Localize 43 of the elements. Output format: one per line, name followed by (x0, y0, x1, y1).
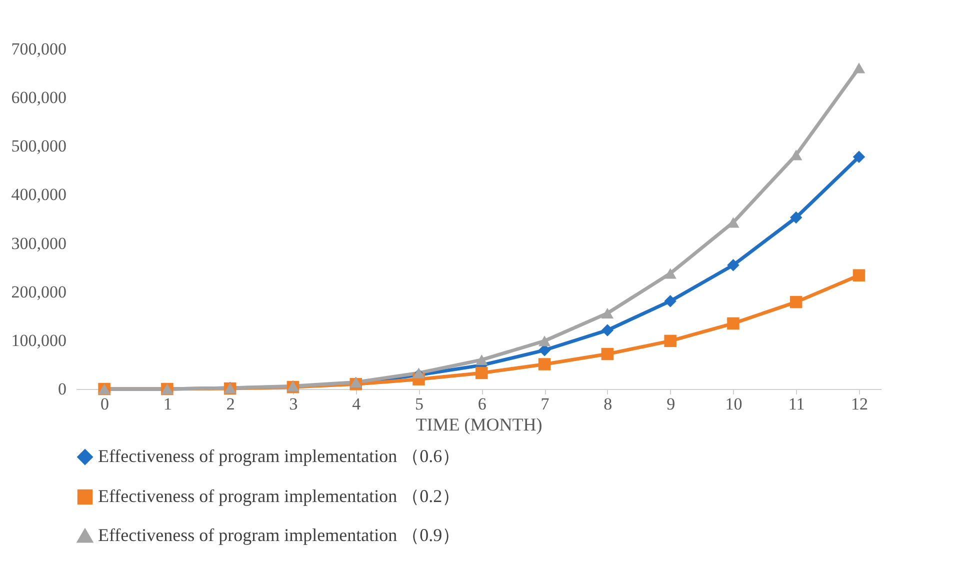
legend-label: Effectiveness of program implementation （0.9） (98, 525, 460, 545)
point (412, 368, 425, 378)
x-tick-label: 6 (478, 394, 486, 414)
point (601, 348, 614, 360)
x-tick-label: 8 (604, 394, 612, 414)
x-tick-label: 2 (226, 394, 235, 414)
y-tick-label: 700,000 (11, 40, 66, 58)
x-tick-label: 5 (415, 394, 424, 414)
x-tick-label: 12 (850, 394, 868, 414)
x-axis-title: TIME (MONTH) (416, 414, 542, 434)
point (790, 296, 802, 308)
point (476, 366, 488, 380)
point (664, 268, 676, 279)
point (727, 259, 740, 272)
point (852, 269, 866, 282)
point (790, 211, 802, 224)
x-tick-label: 1 (163, 394, 172, 414)
y-tick-label: 500,000 (11, 136, 66, 156)
point (664, 334, 676, 348)
point (852, 62, 866, 74)
y-tick-label: 300,000 (11, 234, 66, 253)
x-tick-label: 11 (788, 394, 805, 414)
point (538, 336, 551, 346)
x-tick-label: 0 (100, 394, 110, 414)
x-tick-label: 10 (725, 394, 742, 414)
x-tick-label: 4 (352, 394, 362, 414)
x-tick-label: 7 (540, 394, 550, 414)
legend-label: Effectiveness of program implementation （0.6） (98, 446, 460, 466)
point (601, 308, 614, 319)
point (601, 324, 614, 336)
point (727, 317, 740, 330)
point (476, 354, 488, 366)
y-tick-label: 600,000 (11, 88, 66, 108)
legend-label: Effectiveness of program implementation （0.2） (98, 486, 460, 506)
y-tick-label: 200,000 (11, 282, 66, 302)
x-tick-label: 9 (666, 394, 676, 414)
point (852, 150, 866, 163)
point (538, 358, 551, 370)
y-tick-label: 400,000 (11, 185, 66, 204)
y-tick-label: 0 (58, 380, 66, 398)
x-tick-label: 3 (289, 394, 298, 414)
y-tick-label: 100,000 (11, 330, 66, 350)
point (664, 294, 676, 308)
